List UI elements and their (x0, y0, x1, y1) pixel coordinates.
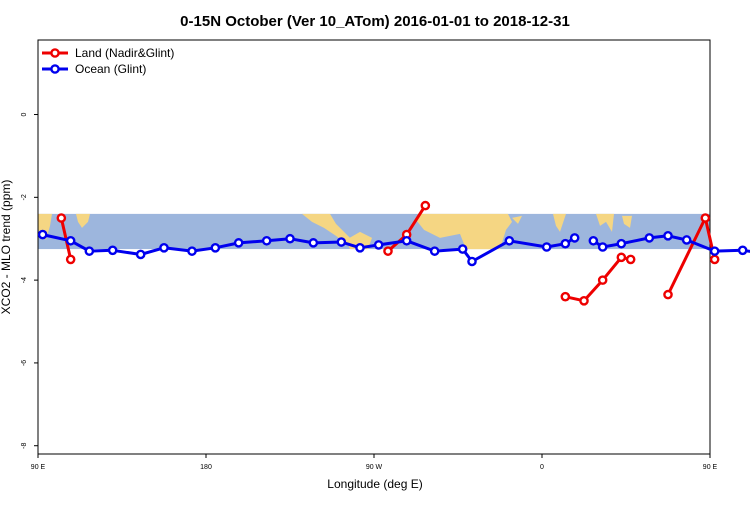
y-tick-label: -2 (21, 194, 28, 200)
x-tick-label: 90 E (703, 464, 718, 471)
data-point (700, 213, 711, 223)
x-axis-label: Longitude (deg E) (327, 477, 422, 491)
x-axis: 90 E 180 90 W 0 90 E (31, 454, 718, 471)
data-point (65, 235, 76, 246)
land-shape (596, 213, 614, 232)
legend-marker (50, 48, 60, 58)
data-point (467, 256, 477, 267)
chart-title: 0-15N October (Ver 10_ATom) 2016-01-01 t… (180, 13, 570, 30)
data-point (233, 238, 244, 248)
data-point (625, 254, 636, 265)
data-point (588, 235, 599, 246)
data-point (569, 233, 580, 243)
legend: Land (Nadir&Glint) Ocean (Glint) (42, 46, 174, 76)
x-tick-label: 90 W (366, 464, 383, 471)
data-point (504, 235, 515, 246)
data-point (56, 213, 67, 223)
data-point (644, 233, 655, 243)
series-ocean (37, 229, 750, 267)
data-point (308, 238, 319, 248)
data-point (429, 246, 440, 256)
data-point (663, 289, 673, 300)
data-point (457, 244, 468, 254)
data-point (383, 246, 393, 256)
data-point (709, 246, 720, 256)
x-tick-label: 180 (200, 464, 212, 471)
data-point (37, 229, 48, 240)
data-point (560, 238, 571, 249)
data-point (159, 243, 169, 253)
data-point (560, 291, 571, 302)
data-point (65, 254, 76, 265)
land-shape (302, 213, 352, 244)
legend-label: Ocean (Glint) (75, 62, 146, 76)
data-point (597, 242, 608, 252)
data-point (285, 233, 295, 244)
data-point (336, 237, 347, 247)
x-tick-label: 90 E (31, 464, 46, 471)
data-point (616, 238, 627, 249)
data-point (84, 246, 95, 256)
data-point (401, 235, 412, 246)
world-map-strip (38, 213, 710, 250)
x-tick-label: 0 (540, 464, 544, 471)
data-point (187, 246, 197, 256)
land-shape (553, 213, 566, 232)
y-tick-label: -8 (21, 443, 28, 449)
data-point (355, 243, 365, 253)
data-point (541, 242, 552, 252)
land-shape (76, 213, 90, 228)
data-point (737, 245, 748, 256)
y-tick-label: -6 (21, 360, 28, 366)
land-shape (622, 215, 632, 228)
y-axis-label: XCO2 - MLO trend (ppm) (0, 180, 13, 315)
land-shape (512, 215, 522, 224)
legend-label: Land (Nadir&Glint) (75, 46, 174, 60)
legend-marker (50, 64, 60, 74)
data-point (261, 235, 272, 246)
series-layer (37, 200, 750, 306)
data-point (709, 254, 720, 265)
data-point (135, 249, 146, 260)
data-point (681, 235, 692, 245)
y-tick-label: -4 (21, 277, 28, 283)
data-point (597, 275, 608, 285)
y-axis: 0 -2 -4 -6 -8 (21, 112, 38, 449)
data-point (616, 252, 627, 263)
data-point (579, 296, 589, 306)
data-point (210, 243, 221, 253)
data-point (107, 245, 118, 256)
data-point (373, 240, 384, 250)
data-point (663, 231, 673, 241)
y-tick-label: 0 (21, 112, 28, 116)
data-point (420, 200, 431, 211)
land-shape (416, 213, 512, 250)
